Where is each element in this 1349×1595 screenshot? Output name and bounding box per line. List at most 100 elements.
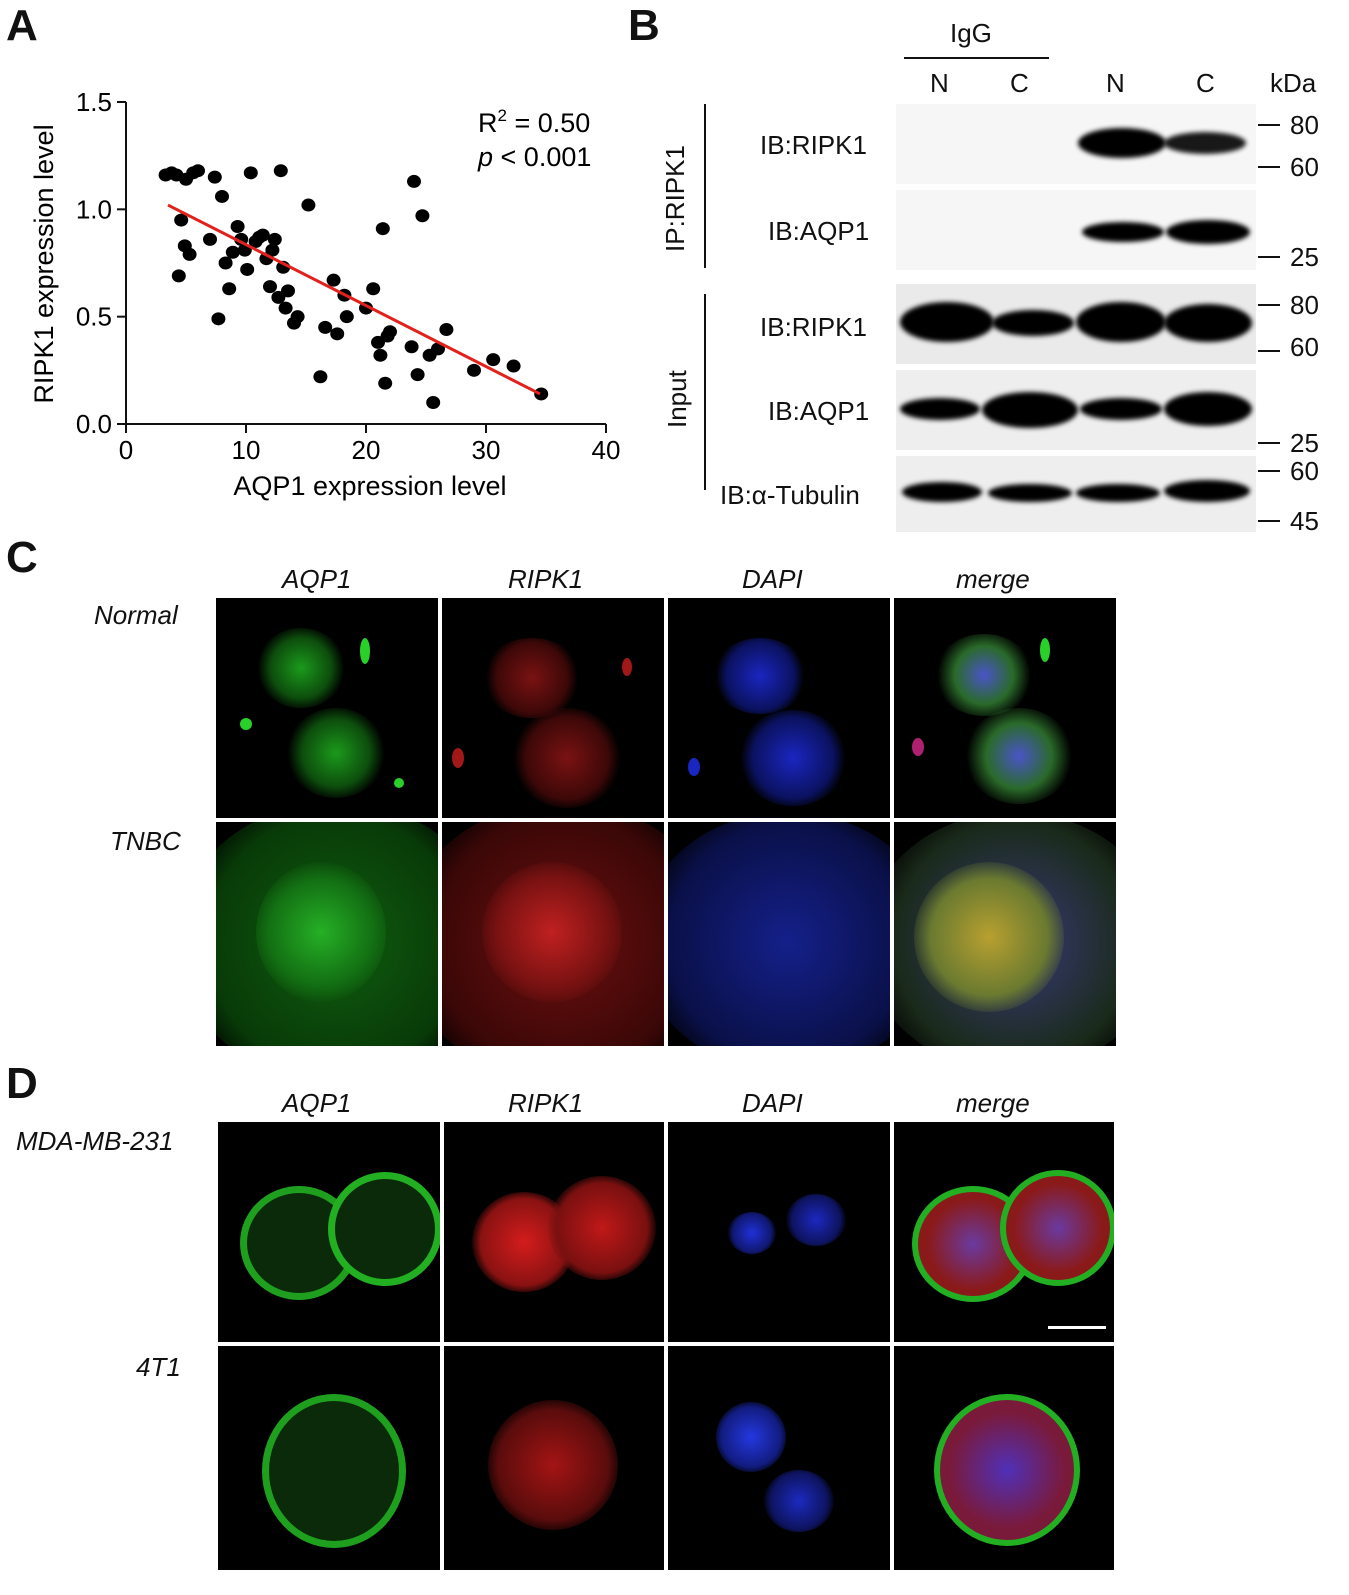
c-tnbc-dapi-image xyxy=(668,822,890,1046)
row-label-tubulin: IB:α-Tubulin xyxy=(720,480,860,510)
d-row-mda: MDA-MB-231 xyxy=(16,1126,174,1156)
band xyxy=(1080,398,1162,420)
y-tick-label: 1.0 xyxy=(76,194,112,224)
scatter-point xyxy=(426,396,441,410)
scatter-point xyxy=(330,327,345,341)
input-bracket xyxy=(704,294,706,490)
scatter-point xyxy=(383,325,397,339)
scatter-point xyxy=(171,269,186,283)
scatter-point xyxy=(318,320,333,334)
scatter-point xyxy=(265,243,280,257)
scatter-point xyxy=(404,340,419,354)
d-4t1-aqp1-image xyxy=(218,1346,440,1570)
d-4t1-ripk1-image xyxy=(444,1346,664,1570)
mw-80-a: 80 xyxy=(1290,110,1319,140)
c-row-tnbc: TNBC xyxy=(110,826,181,856)
band xyxy=(1078,128,1166,158)
scatter-point xyxy=(407,174,421,188)
scatter-point xyxy=(267,232,282,246)
band xyxy=(1166,220,1250,244)
p-italic: p xyxy=(477,142,493,172)
mw-tick xyxy=(1258,256,1280,258)
d-mda-merge-image xyxy=(894,1122,1114,1342)
p-annotation: p < 0.001 xyxy=(477,142,591,172)
c-normal-ripk1-image xyxy=(442,598,664,818)
scatter-point xyxy=(191,164,205,178)
y-axis-label: RIPK1 expression level xyxy=(29,124,59,403)
band xyxy=(902,482,982,502)
scatter-point xyxy=(506,359,521,373)
c-normal-aqp1-image xyxy=(216,598,438,818)
band xyxy=(1164,132,1246,154)
x-tick-label: 20 xyxy=(352,435,381,465)
c-normal-dapi-image xyxy=(668,598,890,818)
lane-label-4: C xyxy=(1196,68,1215,98)
scatter-point xyxy=(301,198,316,212)
band xyxy=(1076,302,1166,342)
r2-base: R xyxy=(478,108,498,138)
y-tick-label: 0.0 xyxy=(76,409,112,439)
mw-tick xyxy=(1258,470,1280,472)
scatter-point xyxy=(207,170,222,184)
band xyxy=(988,484,1072,502)
scatter-point xyxy=(415,209,430,223)
band xyxy=(900,302,994,342)
scatter-point xyxy=(278,301,293,315)
scatter-point xyxy=(339,310,354,324)
scatter-point xyxy=(218,256,233,270)
row-label-input-ripk1: IB:RIPK1 xyxy=(760,312,867,342)
scatter-point xyxy=(326,273,341,287)
band xyxy=(992,310,1074,336)
y-tick-label: 0.5 xyxy=(76,302,112,332)
mw-45: 45 xyxy=(1290,506,1319,536)
band xyxy=(900,398,980,420)
mw-60-a: 60 xyxy=(1290,152,1319,182)
x-tick-label: 40 xyxy=(592,435,621,465)
d-col-merge: merge xyxy=(956,1088,1030,1118)
scatter-point xyxy=(467,363,481,377)
d-mda-aqp1-image xyxy=(218,1122,440,1342)
mw-tick xyxy=(1258,442,1280,444)
c-col-merge: merge xyxy=(956,564,1030,594)
blot-strip-input-ripk1 xyxy=(896,284,1256,364)
c-tnbc-ripk1-image xyxy=(442,822,664,1046)
scatter-point xyxy=(243,166,258,180)
scatter-point xyxy=(534,387,549,401)
scatter-point xyxy=(211,312,226,326)
y-tick-label: 1.5 xyxy=(76,87,112,117)
scatter-point xyxy=(215,189,229,203)
scatter-point xyxy=(182,247,197,261)
p-rest: < 0.001 xyxy=(493,142,591,172)
d-row-4t1: 4T1 xyxy=(136,1352,181,1382)
scatter-point xyxy=(255,228,270,242)
scatter-chart: 0 10 20 30 40 0.0 0.5 1.0 1.5 RIPK1 expression l… xyxy=(29,87,621,501)
panel-label-c: C xyxy=(6,533,38,582)
d-col-ripk1: RIPK1 xyxy=(508,1088,584,1118)
scatter-point xyxy=(174,213,189,227)
scatter-point xyxy=(273,164,288,178)
kda-label: kDa xyxy=(1270,68,1317,98)
panel-label-b: B xyxy=(628,1,660,50)
panel-label-a: A xyxy=(6,1,38,50)
row-label-ip-aqp1: IB:AQP1 xyxy=(768,216,870,246)
igg-bracket xyxy=(904,57,1049,59)
c-tnbc-aqp1-image xyxy=(216,822,438,1046)
scatter-point xyxy=(366,282,381,296)
scatter-point xyxy=(290,310,305,324)
scatter-point xyxy=(225,245,240,259)
d-4t1-merge-image xyxy=(894,1346,1114,1570)
band xyxy=(1082,222,1164,242)
ip-label: IP:RIPK1 xyxy=(660,145,690,252)
scatter-point xyxy=(313,370,328,384)
scatter-point xyxy=(371,335,385,349)
x-axis-label: AQP1 expression level xyxy=(233,471,506,501)
scatter-point xyxy=(240,262,255,276)
mw-80-b: 80 xyxy=(1290,290,1319,320)
scale-bar xyxy=(1048,1326,1106,1329)
d-col-dapi: DAPI xyxy=(742,1088,803,1118)
scatter-point xyxy=(410,368,425,382)
regression-line xyxy=(167,203,541,396)
d-mda-dapi-image xyxy=(668,1122,890,1342)
scatter-point xyxy=(373,348,388,362)
panel-label-d: D xyxy=(6,1059,38,1108)
